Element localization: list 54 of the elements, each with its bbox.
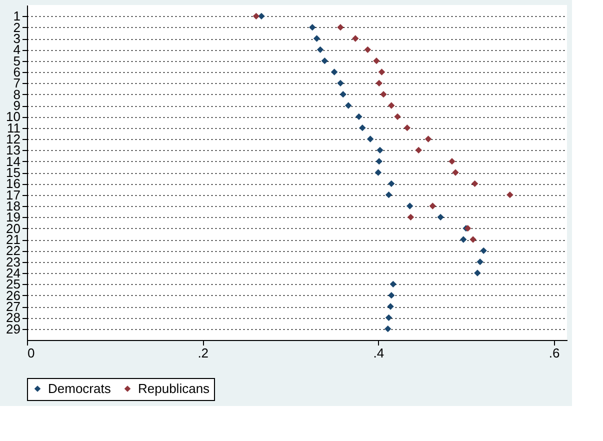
point bbox=[340, 90, 346, 98]
point bbox=[376, 80, 382, 87]
point bbox=[388, 180, 395, 188]
point bbox=[356, 113, 362, 120]
point bbox=[309, 24, 316, 31]
point bbox=[415, 146, 422, 154]
point bbox=[385, 191, 392, 198]
point bbox=[474, 270, 481, 276]
point bbox=[452, 169, 459, 176]
point bbox=[429, 202, 436, 210]
x-tick-label: .2 bbox=[198, 346, 209, 360]
point bbox=[316, 46, 324, 54]
point bbox=[374, 169, 382, 176]
point bbox=[258, 12, 265, 20]
point bbox=[480, 247, 487, 254]
point bbox=[352, 35, 359, 42]
point bbox=[385, 314, 392, 322]
point bbox=[506, 191, 514, 198]
point bbox=[321, 57, 328, 64]
x-tick-label: .4 bbox=[373, 346, 384, 360]
point bbox=[424, 136, 432, 142]
point bbox=[345, 102, 352, 109]
point bbox=[390, 280, 396, 288]
point bbox=[387, 303, 394, 310]
point bbox=[404, 124, 411, 132]
point bbox=[337, 80, 344, 87]
point bbox=[364, 46, 372, 54]
point bbox=[384, 325, 392, 332]
point bbox=[330, 68, 338, 76]
point bbox=[252, 12, 260, 20]
point bbox=[476, 258, 484, 266]
point bbox=[407, 214, 414, 221]
point bbox=[448, 158, 456, 165]
point bbox=[388, 292, 395, 299]
x-tick-label: 0 bbox=[28, 346, 35, 360]
legend-label: Democrats bbox=[48, 380, 112, 396]
point bbox=[378, 68, 386, 76]
point bbox=[366, 136, 374, 142]
point bbox=[394, 113, 401, 120]
point bbox=[376, 158, 382, 165]
point bbox=[337, 24, 344, 31]
point bbox=[388, 102, 395, 109]
point bbox=[437, 214, 444, 221]
point bbox=[376, 146, 384, 154]
point bbox=[406, 202, 414, 210]
point bbox=[373, 57, 380, 64]
point bbox=[313, 35, 320, 42]
point bbox=[460, 236, 467, 243]
legend-label: Republicans bbox=[138, 380, 210, 396]
point bbox=[380, 90, 387, 98]
point bbox=[359, 124, 366, 132]
point bbox=[470, 236, 476, 243]
x-tick-label: .6 bbox=[548, 346, 560, 360]
point bbox=[471, 180, 478, 188]
